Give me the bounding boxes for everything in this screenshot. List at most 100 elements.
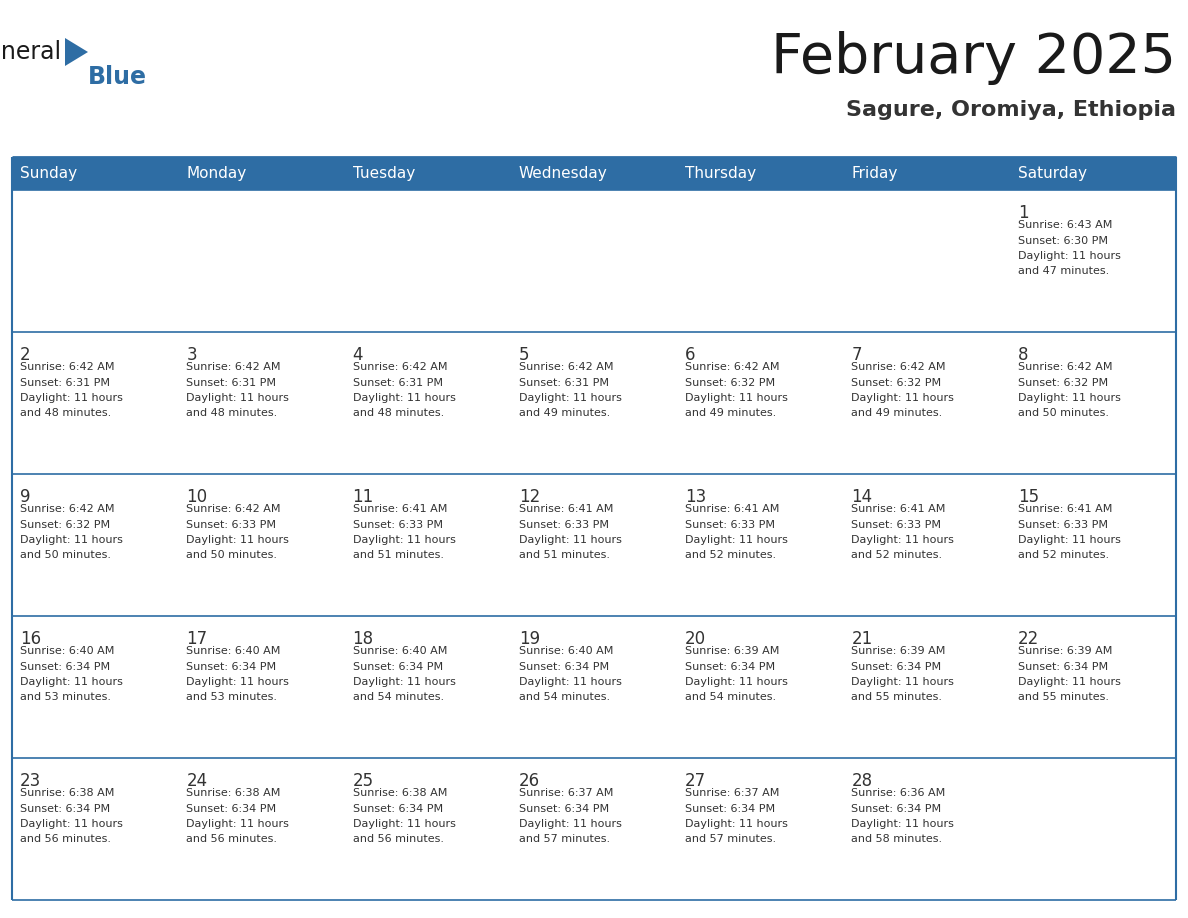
- Text: Daylight: 11 hours: Daylight: 11 hours: [519, 535, 621, 545]
- Text: 7: 7: [852, 346, 862, 364]
- Text: 4: 4: [353, 346, 364, 364]
- Text: Sunset: 6:34 PM: Sunset: 6:34 PM: [685, 662, 776, 671]
- Text: 21: 21: [852, 630, 873, 648]
- Text: Sunset: 6:34 PM: Sunset: 6:34 PM: [353, 803, 443, 813]
- Text: Sunset: 6:31 PM: Sunset: 6:31 PM: [519, 377, 609, 387]
- Text: Daylight: 11 hours: Daylight: 11 hours: [852, 535, 954, 545]
- Text: Daylight: 11 hours: Daylight: 11 hours: [353, 677, 455, 687]
- Text: Sunrise: 6:43 AM: Sunrise: 6:43 AM: [1018, 220, 1112, 230]
- Text: and 56 minutes.: and 56 minutes.: [20, 834, 110, 845]
- Text: Sunset: 6:34 PM: Sunset: 6:34 PM: [519, 662, 609, 671]
- Text: Sunset: 6:31 PM: Sunset: 6:31 PM: [20, 377, 110, 387]
- Text: Sunrise: 6:41 AM: Sunrise: 6:41 AM: [852, 504, 946, 514]
- Text: and 57 minutes.: and 57 minutes.: [685, 834, 776, 845]
- Text: Daylight: 11 hours: Daylight: 11 hours: [685, 819, 788, 829]
- Text: Daylight: 11 hours: Daylight: 11 hours: [685, 677, 788, 687]
- Text: Sunset: 6:32 PM: Sunset: 6:32 PM: [1018, 377, 1108, 387]
- Text: 15: 15: [1018, 488, 1038, 506]
- Text: and 48 minutes.: and 48 minutes.: [20, 409, 112, 419]
- Text: and 49 minutes.: and 49 minutes.: [519, 409, 611, 419]
- Text: and 50 minutes.: and 50 minutes.: [1018, 409, 1108, 419]
- Text: and 56 minutes.: and 56 minutes.: [187, 834, 277, 845]
- Text: Daylight: 11 hours: Daylight: 11 hours: [187, 819, 289, 829]
- Text: Sunset: 6:33 PM: Sunset: 6:33 PM: [852, 520, 941, 530]
- Text: and 54 minutes.: and 54 minutes.: [353, 692, 443, 702]
- Text: Sunrise: 6:41 AM: Sunrise: 6:41 AM: [519, 504, 613, 514]
- Text: Sunset: 6:31 PM: Sunset: 6:31 PM: [187, 377, 277, 387]
- Text: 28: 28: [852, 772, 872, 790]
- Text: Sunrise: 6:42 AM: Sunrise: 6:42 AM: [187, 504, 280, 514]
- Text: Tuesday: Tuesday: [353, 166, 415, 181]
- Text: and 52 minutes.: and 52 minutes.: [852, 551, 942, 561]
- Text: Sunset: 6:33 PM: Sunset: 6:33 PM: [187, 520, 277, 530]
- Text: Monday: Monday: [187, 166, 247, 181]
- Text: Sunrise: 6:40 AM: Sunrise: 6:40 AM: [353, 646, 447, 656]
- Text: Daylight: 11 hours: Daylight: 11 hours: [519, 819, 621, 829]
- Text: 23: 23: [20, 772, 42, 790]
- Text: Daylight: 11 hours: Daylight: 11 hours: [20, 393, 122, 403]
- Text: and 49 minutes.: and 49 minutes.: [852, 409, 943, 419]
- Text: 9: 9: [20, 488, 31, 506]
- Text: Sunrise: 6:37 AM: Sunrise: 6:37 AM: [685, 788, 779, 798]
- Text: 12: 12: [519, 488, 541, 506]
- Text: Sunrise: 6:42 AM: Sunrise: 6:42 AM: [685, 362, 779, 372]
- Text: 20: 20: [685, 630, 707, 648]
- Text: Wednesday: Wednesday: [519, 166, 607, 181]
- Text: and 50 minutes.: and 50 minutes.: [187, 551, 277, 561]
- Text: Sunrise: 6:42 AM: Sunrise: 6:42 AM: [519, 362, 613, 372]
- Text: 26: 26: [519, 772, 541, 790]
- Text: 18: 18: [353, 630, 374, 648]
- Text: 5: 5: [519, 346, 530, 364]
- Text: 10: 10: [187, 488, 208, 506]
- Text: Daylight: 11 hours: Daylight: 11 hours: [20, 819, 122, 829]
- Text: 2: 2: [20, 346, 31, 364]
- Text: Sunrise: 6:37 AM: Sunrise: 6:37 AM: [519, 788, 613, 798]
- Text: Daylight: 11 hours: Daylight: 11 hours: [20, 535, 122, 545]
- Text: 1: 1: [1018, 204, 1029, 222]
- Text: and 54 minutes.: and 54 minutes.: [685, 692, 776, 702]
- Text: Saturday: Saturday: [1018, 166, 1087, 181]
- Text: and 55 minutes.: and 55 minutes.: [852, 692, 942, 702]
- Bar: [12, 332, 1176, 474]
- Text: Thursday: Thursday: [685, 166, 757, 181]
- Bar: [12, 616, 1176, 758]
- Text: 27: 27: [685, 772, 707, 790]
- Text: February 2025: February 2025: [771, 31, 1176, 85]
- Text: and 52 minutes.: and 52 minutes.: [1018, 551, 1108, 561]
- Text: and 58 minutes.: and 58 minutes.: [852, 834, 942, 845]
- Text: Sunset: 6:33 PM: Sunset: 6:33 PM: [519, 520, 609, 530]
- Bar: [12, 758, 1176, 900]
- Text: and 49 minutes.: and 49 minutes.: [685, 409, 777, 419]
- Text: Daylight: 11 hours: Daylight: 11 hours: [852, 677, 954, 687]
- Text: and 48 minutes.: and 48 minutes.: [187, 409, 278, 419]
- Text: and 55 minutes.: and 55 minutes.: [1018, 692, 1108, 702]
- Text: Sunrise: 6:36 AM: Sunrise: 6:36 AM: [852, 788, 946, 798]
- Text: Sunset: 6:34 PM: Sunset: 6:34 PM: [852, 803, 942, 813]
- Text: Sunset: 6:31 PM: Sunset: 6:31 PM: [353, 377, 443, 387]
- Text: Daylight: 11 hours: Daylight: 11 hours: [519, 393, 621, 403]
- Text: 3: 3: [187, 346, 197, 364]
- Text: Sunset: 6:34 PM: Sunset: 6:34 PM: [852, 662, 942, 671]
- Text: Sunrise: 6:42 AM: Sunrise: 6:42 AM: [353, 362, 447, 372]
- Text: and 50 minutes.: and 50 minutes.: [20, 551, 110, 561]
- Text: Sunset: 6:32 PM: Sunset: 6:32 PM: [685, 377, 776, 387]
- Bar: [12, 190, 1176, 332]
- Text: 24: 24: [187, 772, 208, 790]
- Text: 22: 22: [1018, 630, 1040, 648]
- Text: Daylight: 11 hours: Daylight: 11 hours: [852, 393, 954, 403]
- Text: and 47 minutes.: and 47 minutes.: [1018, 266, 1108, 276]
- Text: and 56 minutes.: and 56 minutes.: [353, 834, 443, 845]
- Bar: [12, 474, 1176, 616]
- Text: and 57 minutes.: and 57 minutes.: [519, 834, 609, 845]
- Text: Sunset: 6:30 PM: Sunset: 6:30 PM: [1018, 236, 1107, 245]
- Text: Blue: Blue: [88, 65, 147, 89]
- Text: Sagure, Oromiya, Ethiopia: Sagure, Oromiya, Ethiopia: [846, 100, 1176, 120]
- Text: Sunrise: 6:40 AM: Sunrise: 6:40 AM: [187, 646, 280, 656]
- Text: Sunrise: 6:42 AM: Sunrise: 6:42 AM: [852, 362, 946, 372]
- Text: Sunrise: 6:39 AM: Sunrise: 6:39 AM: [1018, 646, 1112, 656]
- Polygon shape: [65, 38, 88, 66]
- Text: Daylight: 11 hours: Daylight: 11 hours: [852, 819, 954, 829]
- Text: 13: 13: [685, 488, 707, 506]
- Text: 6: 6: [685, 346, 696, 364]
- Text: Sunset: 6:34 PM: Sunset: 6:34 PM: [187, 803, 277, 813]
